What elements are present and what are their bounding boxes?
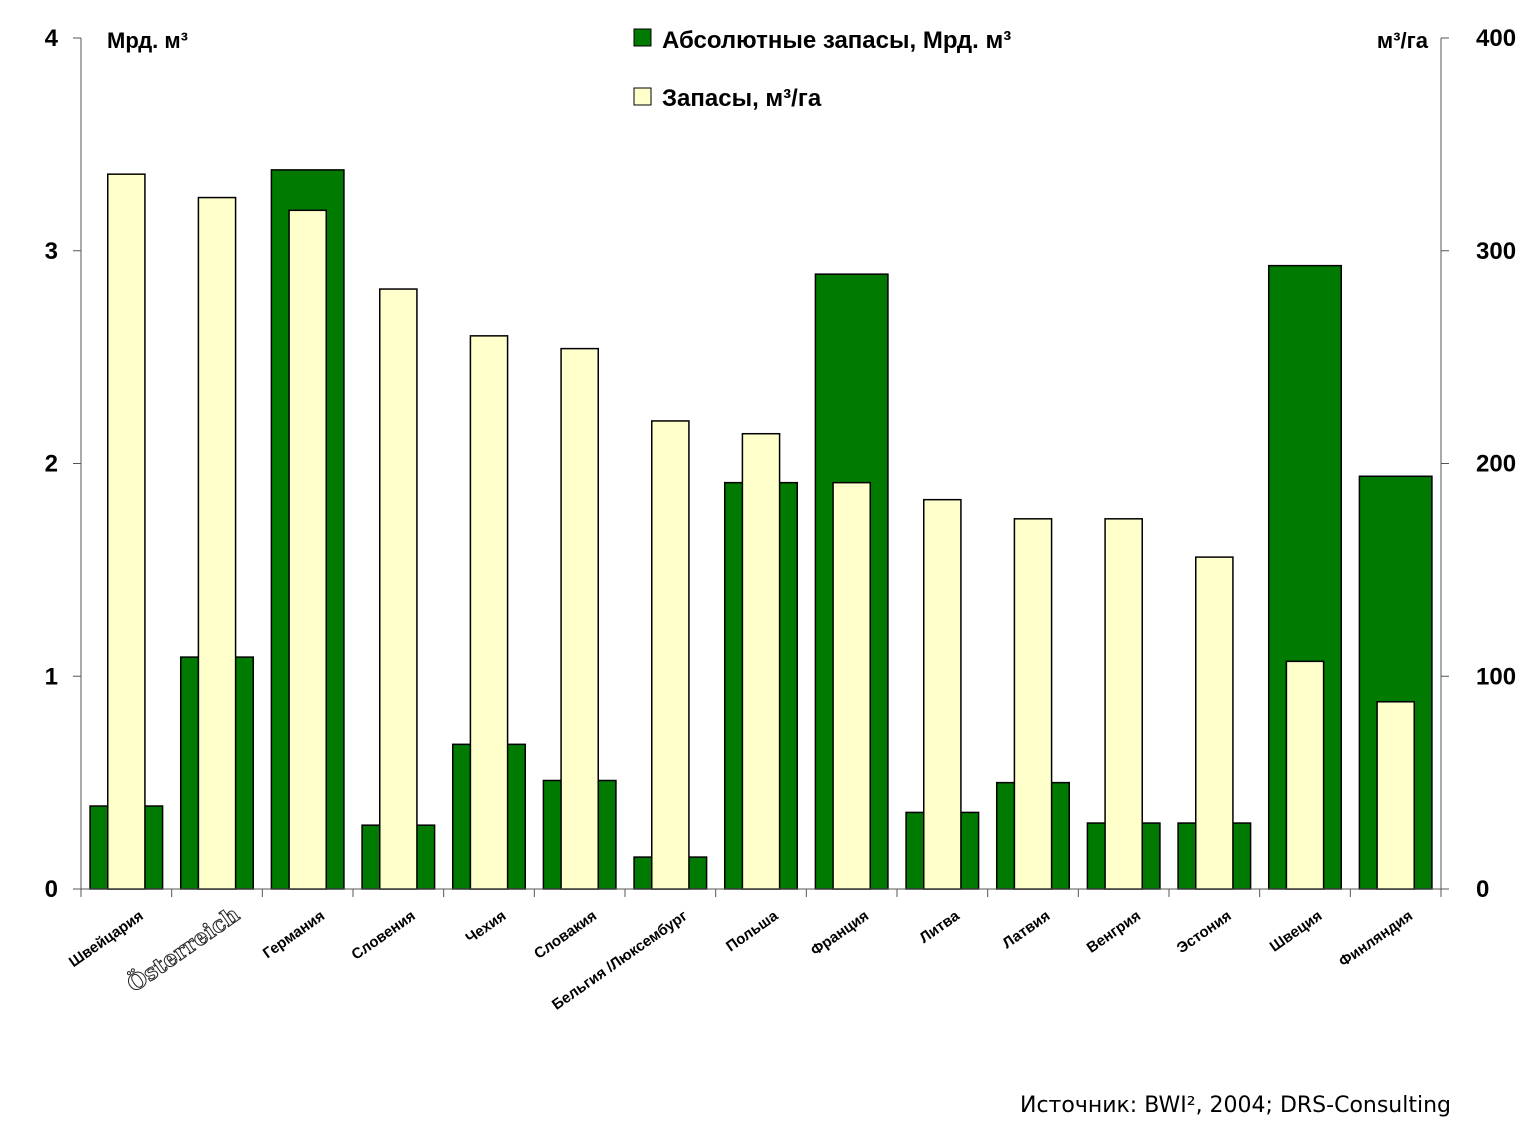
bar-per-hectare-1 <box>197 196 237 890</box>
category-label-9: Литва <box>916 907 963 947</box>
tick-labels: 0 1 2 3 4 0 100 200 300 400 <box>45 25 1516 903</box>
bar-per-hectare-0 <box>106 173 146 890</box>
legend-label-per-hectare: Запасы, м³/га <box>662 85 822 112</box>
left-tick-label-3: 3 <box>45 238 58 265</box>
category-label-8: Франция <box>808 907 872 959</box>
right-tick-label-4: 400 <box>1476 25 1516 52</box>
right-tick-label-1: 100 <box>1476 663 1516 690</box>
category-label-11: Венгрия <box>1084 907 1144 956</box>
category-label-5: Словакия <box>531 907 600 962</box>
category-label-13: Швеция <box>1267 907 1326 955</box>
bar-per-hectare-7 <box>741 432 781 890</box>
bar-per-hectare-11 <box>1104 518 1144 890</box>
bar-per-hectare-12 <box>1194 556 1234 890</box>
axes <box>73 37 1449 897</box>
bar-per-hectare-2 <box>288 209 328 890</box>
category-label-3: Словения <box>348 907 418 963</box>
bar-per-hectare-10 <box>1013 518 1053 890</box>
left-axis-label: Мрд. м³ <box>107 28 188 53</box>
category-label-2: Германия <box>260 907 328 962</box>
bar-per-hectare-4 <box>469 335 509 890</box>
bar-per-hectare-14 <box>1376 701 1416 890</box>
category-label-4: Чехия <box>463 907 510 947</box>
source-note: Источник: BWI², 2004; DRS-Consulting <box>1020 1093 1452 1118</box>
category-label-14: Финляндия <box>1336 907 1416 970</box>
category-label-10: Латвия <box>999 907 1053 952</box>
legend-swatch-absolute <box>633 28 652 47</box>
right-axis-label: м³/га <box>1377 28 1429 53</box>
bar-per-hectare-8 <box>832 481 872 890</box>
legend-swatch-per-hectare <box>633 87 652 106</box>
category-label-0: Швейцария <box>66 907 147 971</box>
left-tick-label-4: 4 <box>45 25 59 52</box>
left-tick-label-0: 0 <box>45 876 58 903</box>
right-tick-label-0: 0 <box>1476 876 1489 903</box>
category-label-7: Польша <box>723 907 782 955</box>
legend-label-absolute: Абсолютные запасы, Мрд. м³ <box>662 27 1011 54</box>
bars-per-hectare-series <box>106 173 1416 890</box>
left-tick-label-1: 1 <box>45 663 58 690</box>
right-tick-label-3: 300 <box>1476 238 1516 265</box>
left-tick-label-2: 2 <box>45 451 58 478</box>
bar-per-hectare-9 <box>922 498 962 890</box>
bar-per-hectare-6 <box>650 420 690 890</box>
category-label-12: Эстония <box>1174 907 1235 957</box>
legend: Абсолютные запасы, Мрд. м³ Запасы, м³/га <box>633 27 1011 112</box>
bar-per-hectare-13 <box>1285 660 1325 890</box>
bar-per-hectare-3 <box>378 288 418 890</box>
bar-per-hectare-5 <box>560 347 600 890</box>
right-tick-label-2: 200 <box>1476 451 1516 478</box>
